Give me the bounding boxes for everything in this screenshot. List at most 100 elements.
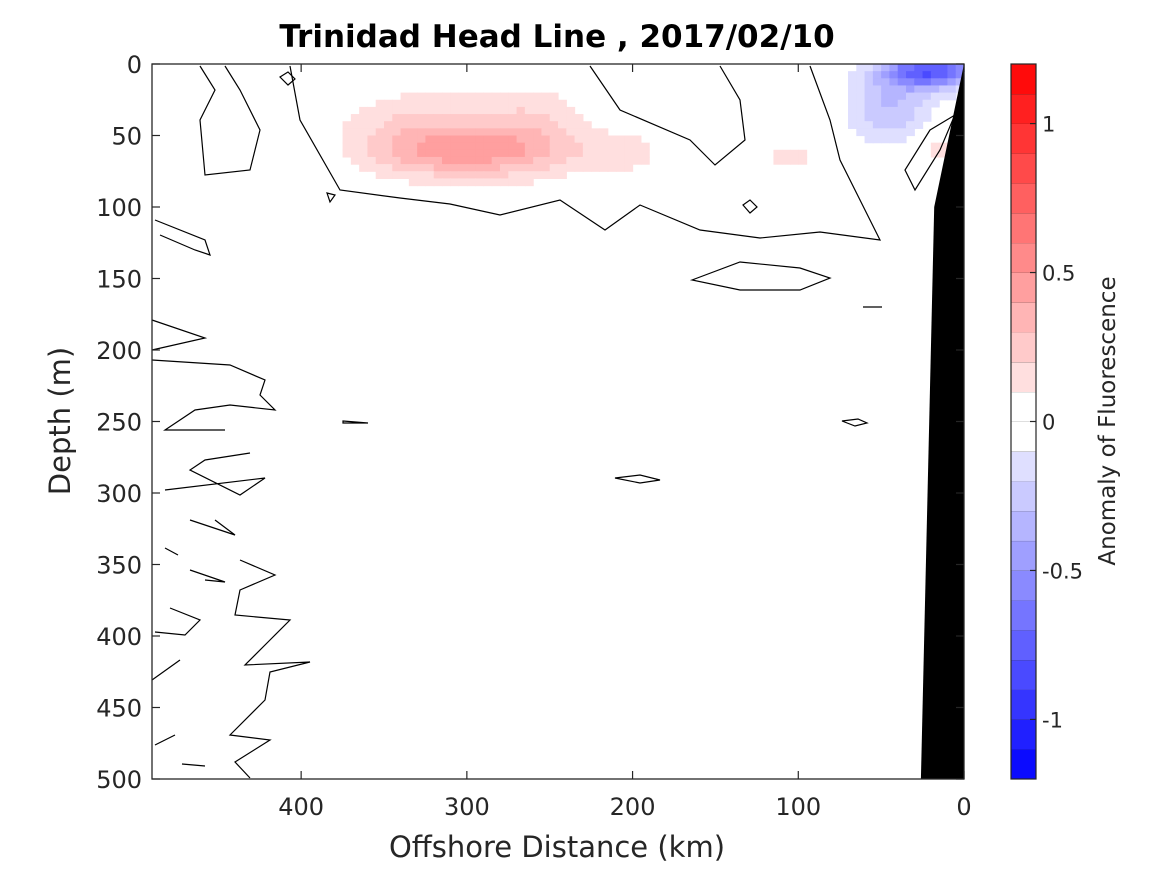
anomaly-cell <box>458 156 468 165</box>
colorbar-bin <box>1011 600 1036 631</box>
anomaly-cell <box>897 128 907 137</box>
anomaly-cell <box>433 114 443 122</box>
anomaly-cell <box>624 156 634 165</box>
anomaly-cell <box>872 106 882 115</box>
anomaly-cell <box>483 149 493 158</box>
anomaly-cell <box>533 156 543 165</box>
anomaly-cell <box>607 164 617 172</box>
anomaly-cell <box>508 156 518 165</box>
contour-line <box>289 65 882 241</box>
anomaly-cell <box>566 156 576 165</box>
anomaly-cell <box>491 142 501 151</box>
anomaly-cell <box>939 71 949 79</box>
y-tick-label: 100 <box>96 194 142 222</box>
anomaly-cell <box>881 92 891 101</box>
anomaly-cell <box>500 135 509 144</box>
anomaly-cell <box>433 92 443 101</box>
anomaly-cell <box>798 149 808 158</box>
anomaly-cell <box>549 142 559 151</box>
anomaly-cell <box>417 114 427 122</box>
anomaly-cell <box>417 156 427 165</box>
anomaly-cell <box>491 121 501 129</box>
anomaly-cell <box>881 106 891 115</box>
anomaly-cell <box>872 78 882 87</box>
anomaly-cell <box>425 149 435 158</box>
anomaly-cell <box>881 121 891 129</box>
anomaly-cell <box>466 149 476 158</box>
anomaly-cell <box>906 71 915 79</box>
anomaly-cell <box>897 99 907 108</box>
anomaly-cell <box>872 121 882 129</box>
anomaly-cell <box>906 114 915 122</box>
anomaly-cell <box>450 171 460 179</box>
anomaly-cell <box>508 171 518 179</box>
anomaly-cell <box>930 64 940 72</box>
anomaly-cell <box>640 156 650 165</box>
anomaly-cell <box>367 128 377 137</box>
colorbar-bin <box>1011 510 1036 541</box>
anomaly-cell <box>599 164 609 172</box>
anomaly-cell <box>930 92 940 101</box>
anomaly-cell <box>881 135 891 144</box>
anomaly-cell <box>541 171 551 179</box>
anomaly-cell <box>384 142 393 151</box>
colorbar-bin <box>1011 570 1036 601</box>
anomaly-cell <box>914 78 924 87</box>
anomaly-cell <box>939 92 949 101</box>
anomaly-cell <box>533 99 543 108</box>
anomaly-cell <box>889 92 899 101</box>
colorbar-tick-label: 0 <box>1042 411 1055 435</box>
anomaly-cell <box>872 114 882 122</box>
anomaly-cell <box>897 64 907 72</box>
anomaly-cell <box>367 106 377 115</box>
anomaly-cell <box>384 171 393 179</box>
anomaly-cell <box>425 128 435 137</box>
anomaly-cell <box>516 164 526 172</box>
anomaly-cell <box>516 156 526 165</box>
anomaly-cell <box>541 121 551 129</box>
anomaly-cell <box>367 142 377 151</box>
anomaly-cell <box>872 64 882 72</box>
contour-line <box>589 65 746 166</box>
anomaly-cell <box>881 71 891 79</box>
anomaly-cell <box>864 85 874 94</box>
anomaly-cell <box>856 92 866 101</box>
anomaly-cell <box>906 85 915 94</box>
contour-line <box>742 199 758 214</box>
anomaly-cell <box>914 85 924 94</box>
anomaly-cell <box>491 114 501 122</box>
anomaly-cell <box>417 128 427 137</box>
anomaly-cell <box>864 71 874 79</box>
anomaly-cell <box>483 99 493 108</box>
anomaly-cell <box>922 64 932 72</box>
anomaly-cell <box>384 164 393 172</box>
anomaly-cell <box>864 135 874 144</box>
contour-line <box>154 219 211 256</box>
anomaly-cell <box>591 142 601 151</box>
anomaly-cell <box>375 164 385 172</box>
anomaly-cell <box>475 92 485 101</box>
anomaly-cell <box>922 99 932 108</box>
anomaly-cell <box>848 114 857 122</box>
colorbar-bin <box>1011 153 1036 184</box>
colorbar-bin <box>1011 391 1036 422</box>
anomaly-cell <box>425 135 435 144</box>
anomaly-cell <box>359 106 369 115</box>
anomaly-cell <box>897 92 907 101</box>
anomaly-cell <box>475 135 485 144</box>
anomaly-cell <box>367 114 377 122</box>
anomaly-cell <box>425 142 435 151</box>
anomaly-cell <box>450 156 460 165</box>
anomaly-cell <box>433 149 443 158</box>
anomaly-cell <box>342 135 352 144</box>
anomaly-cell <box>400 114 410 122</box>
contour-line <box>189 569 226 583</box>
anomaly-cell <box>408 114 418 122</box>
anomaly-cell <box>939 142 949 151</box>
anomaly-cell <box>442 171 451 179</box>
anomaly-cell <box>897 78 907 87</box>
anomaly-cell <box>433 121 443 129</box>
anomaly-cell <box>773 156 783 165</box>
anomaly-cell <box>367 135 377 144</box>
anomaly-cell <box>508 92 518 101</box>
